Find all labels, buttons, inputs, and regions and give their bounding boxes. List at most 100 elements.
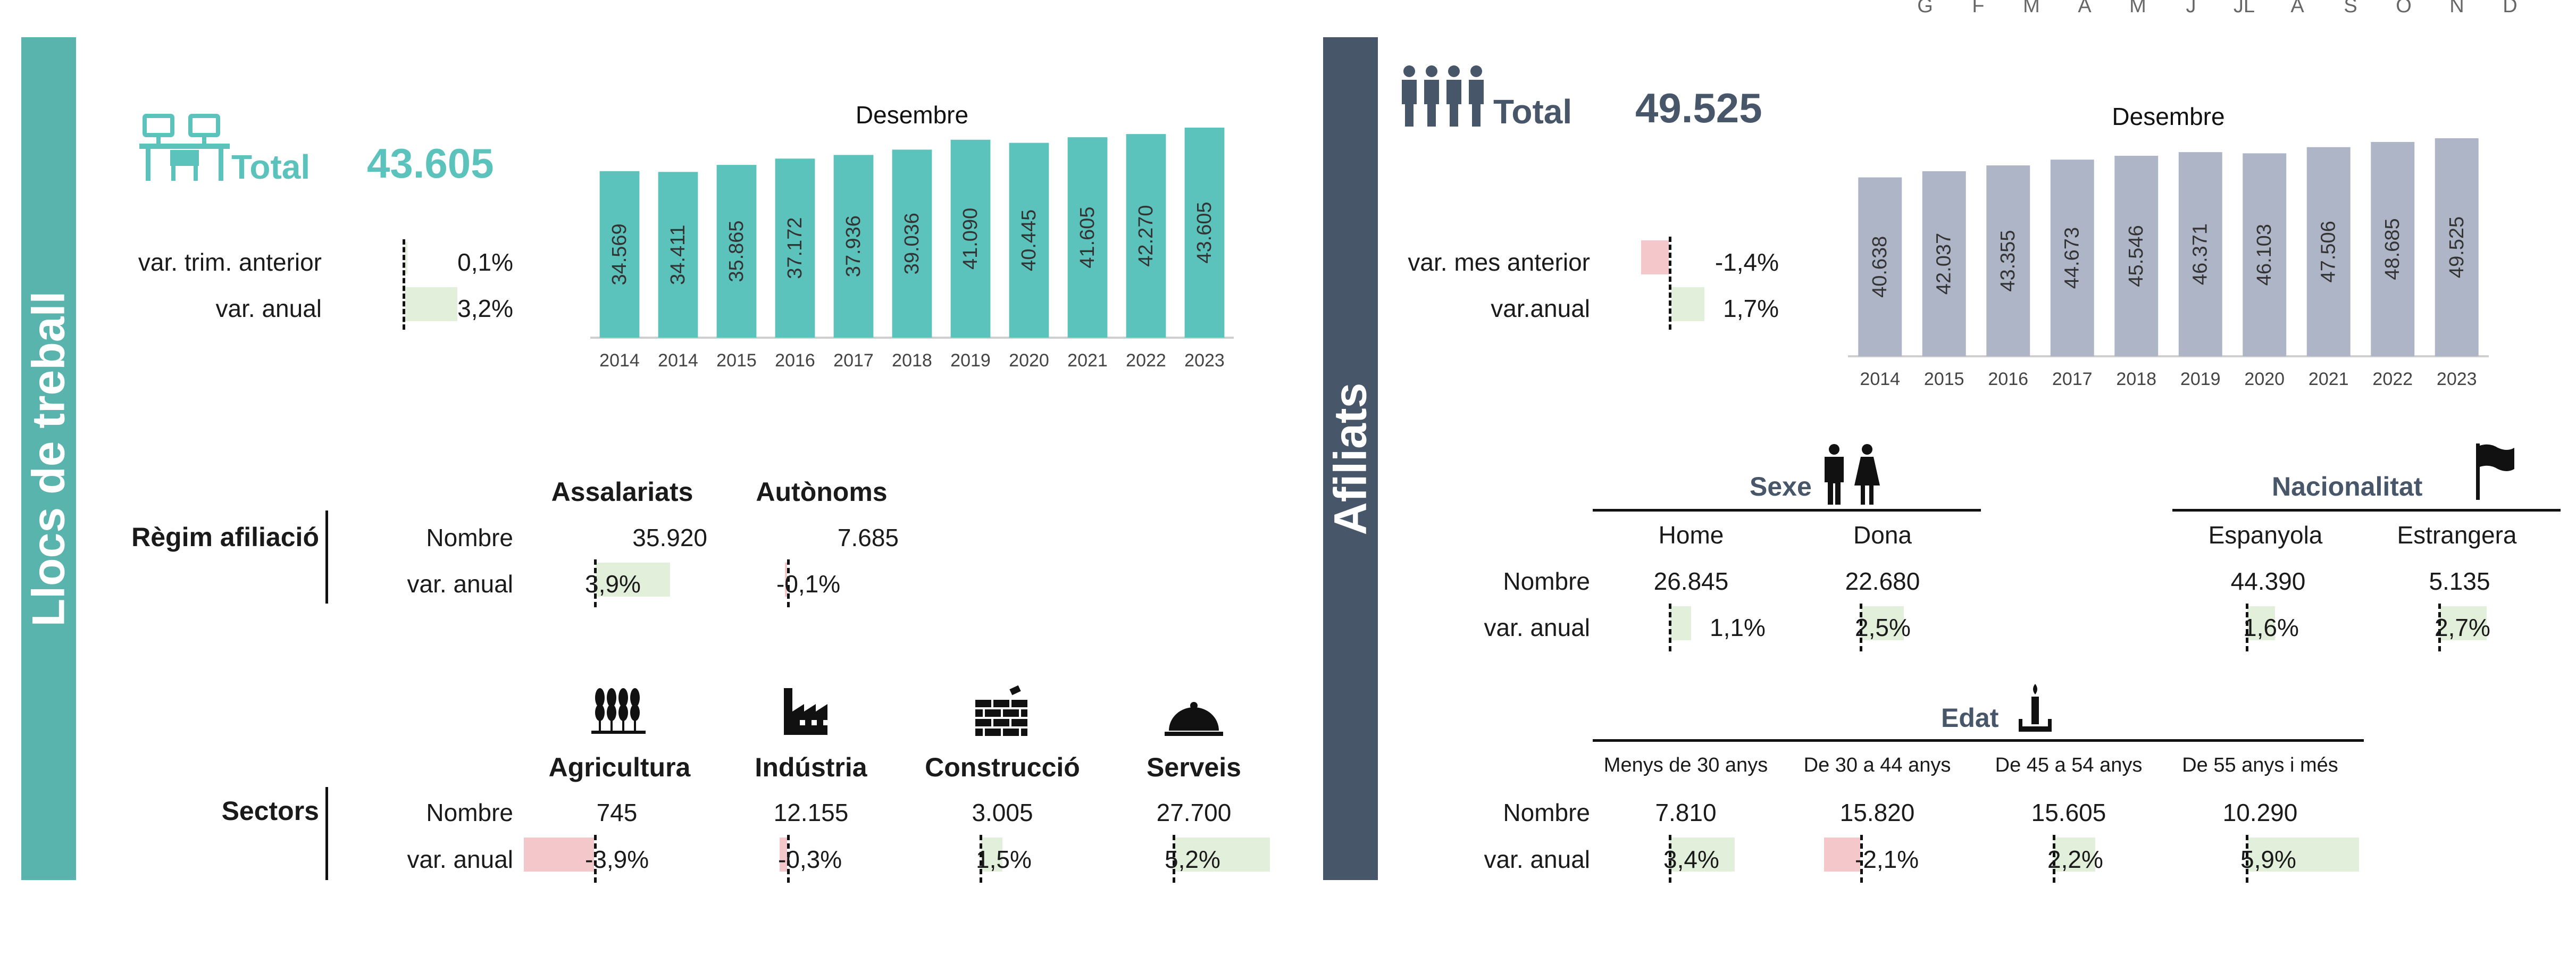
nacionalitat-val-estrangera: 5.135 xyxy=(2429,567,2490,595)
edat-title: Edat xyxy=(1941,703,1999,733)
edat-var-3: 5,9% xyxy=(2240,846,2296,873)
regim-val-autonoms: 7.685 xyxy=(837,524,899,551)
var-trim-value: 0,1% xyxy=(457,248,513,276)
bar-value-label: 42.037 xyxy=(1933,233,1955,295)
bar-value-label: 49.525 xyxy=(2446,216,2468,278)
bar xyxy=(775,158,815,338)
nacionalitat-bar-espanyola xyxy=(2247,606,2275,640)
nacionalitat-col-estrangera: Estrangera xyxy=(2397,521,2517,549)
var-mes-bar xyxy=(1641,240,1669,274)
x-tick-label: 2021 xyxy=(1067,350,1108,371)
sexe-val-dona: 22.680 xyxy=(1845,567,1920,595)
var-trim-label: var. trim. anterior xyxy=(138,248,322,276)
month-label: D xyxy=(2503,0,2518,17)
woman-icon xyxy=(1854,444,1880,505)
x-tick-label: 2022 xyxy=(2372,369,2413,389)
bar-value-label: 43.355 xyxy=(1997,230,2019,291)
month-label: N xyxy=(2449,0,2464,17)
sector-var-industria: -0,3% xyxy=(778,846,842,873)
sexe-col-dona: Dona xyxy=(1853,521,1912,549)
regim-divider xyxy=(325,510,328,604)
x-tick-label: 2020 xyxy=(2244,369,2285,389)
bar-value-label: 48.685 xyxy=(2381,218,2404,280)
factory-icon xyxy=(784,688,829,735)
edat-bar-3 xyxy=(2247,838,2359,872)
bar xyxy=(2435,138,2479,356)
bar xyxy=(658,172,698,338)
bar xyxy=(716,165,757,338)
edat-axis-0 xyxy=(1669,835,1671,883)
bar xyxy=(1184,128,1225,338)
x-tick-label: 2017 xyxy=(2052,369,2093,389)
edat-val-0: 7.810 xyxy=(1655,799,1717,826)
sectors-row-nombre: Nombre xyxy=(426,799,513,826)
month-label: M xyxy=(2023,0,2040,17)
edat-col-1: De 30 a 44 anys xyxy=(1803,754,1951,776)
sector-axis-construccio xyxy=(980,835,982,883)
sector-name-serveis: Serveis xyxy=(1147,752,1241,782)
sector-name-agricultura: Agricultura xyxy=(548,752,691,782)
bar-value-label: 39.036 xyxy=(901,213,923,274)
x-tick-label: 2022 xyxy=(1126,350,1166,371)
bar-value-label: 34.569 xyxy=(608,223,631,285)
bar xyxy=(2306,147,2351,356)
sidebar-title: Afiliats xyxy=(1325,382,1376,535)
sexe-rule xyxy=(1593,509,1981,512)
x-tick-label: 2019 xyxy=(950,350,991,371)
sector-bar-construccio xyxy=(981,838,1002,872)
bar xyxy=(1986,165,2030,356)
sector-value-construccio: 3.005 xyxy=(972,799,1033,826)
sector-value-industria: 12.155 xyxy=(773,799,849,826)
var-mes-label: var. mes anterior xyxy=(1408,248,1590,276)
bar xyxy=(2243,153,2287,356)
bar-value-label: 40.638 xyxy=(1869,236,1891,298)
nacionalitat-col-espanyola: Espanyola xyxy=(2208,521,2323,549)
var-axis-afiliats xyxy=(1669,237,1671,330)
chart-title: Desembre xyxy=(2112,103,2224,130)
bar xyxy=(2371,141,2415,356)
bar-value-label: 41.090 xyxy=(959,208,982,270)
sector-bar-serveis xyxy=(1174,838,1270,872)
x-tick-label: 2021 xyxy=(2309,369,2349,389)
edat-var-1: -2,1% xyxy=(1855,846,1919,873)
bar-value-label: 46.103 xyxy=(2253,224,2276,286)
bar xyxy=(1858,177,1902,356)
bar-value-label: 44.673 xyxy=(2061,227,2084,289)
regim-axis-1 xyxy=(594,559,597,607)
wheat-icon xyxy=(591,688,646,734)
sector-var-agricultura: -3,9% xyxy=(585,846,649,873)
bar-value-label: 47.506 xyxy=(2318,221,2340,282)
month-label: G xyxy=(1917,0,1933,17)
bar-value-label: 43.605 xyxy=(1193,202,1216,263)
sexe-row-nombre: Nombre xyxy=(1503,567,1590,595)
nacionalitat-bar-estrangera xyxy=(2440,606,2487,640)
bar-value-label: 41.605 xyxy=(1076,206,1099,268)
candle-icon xyxy=(2019,684,2052,732)
x-tick-label: 2020 xyxy=(1009,350,1049,371)
regim-val-assalariats: 35.920 xyxy=(632,524,707,551)
bar xyxy=(950,139,991,338)
sexe-axis-dona xyxy=(1860,604,1862,651)
flag-icon xyxy=(2476,443,2514,500)
month-label: J xyxy=(2186,0,2196,17)
sexe-bar-home xyxy=(1670,606,1691,640)
sector-value-serveis: 27.700 xyxy=(1156,799,1232,826)
edat-col-2: De 45 a 54 anys xyxy=(1995,754,2143,776)
edat-val-2: 15.605 xyxy=(2031,799,2106,826)
x-tick-label: 2016 xyxy=(775,350,815,371)
regim-col-autonoms: Autònoms xyxy=(756,477,888,507)
edat-axis-3 xyxy=(2246,835,2248,883)
edat-row-nombre: Nombre xyxy=(1503,799,1590,826)
sectors-divider xyxy=(325,787,328,880)
bar-value-label: 40.445 xyxy=(1018,210,1040,271)
x-tick-label: 2019 xyxy=(2180,369,2221,389)
var-mes-value: -1,4% xyxy=(1714,248,1779,276)
sexe-col-home: Home xyxy=(1658,521,1724,549)
x-tick-label: 2014 xyxy=(599,350,640,371)
month-label: M xyxy=(2129,0,2146,17)
var-anual-label: var. anual xyxy=(215,295,322,322)
bar-value-label: 37.172 xyxy=(784,217,806,279)
sectors-row-var: var. anual xyxy=(407,846,513,873)
regim-row-var: var. anual xyxy=(407,570,513,598)
var-anual-bar-afiliats xyxy=(1671,287,1704,321)
